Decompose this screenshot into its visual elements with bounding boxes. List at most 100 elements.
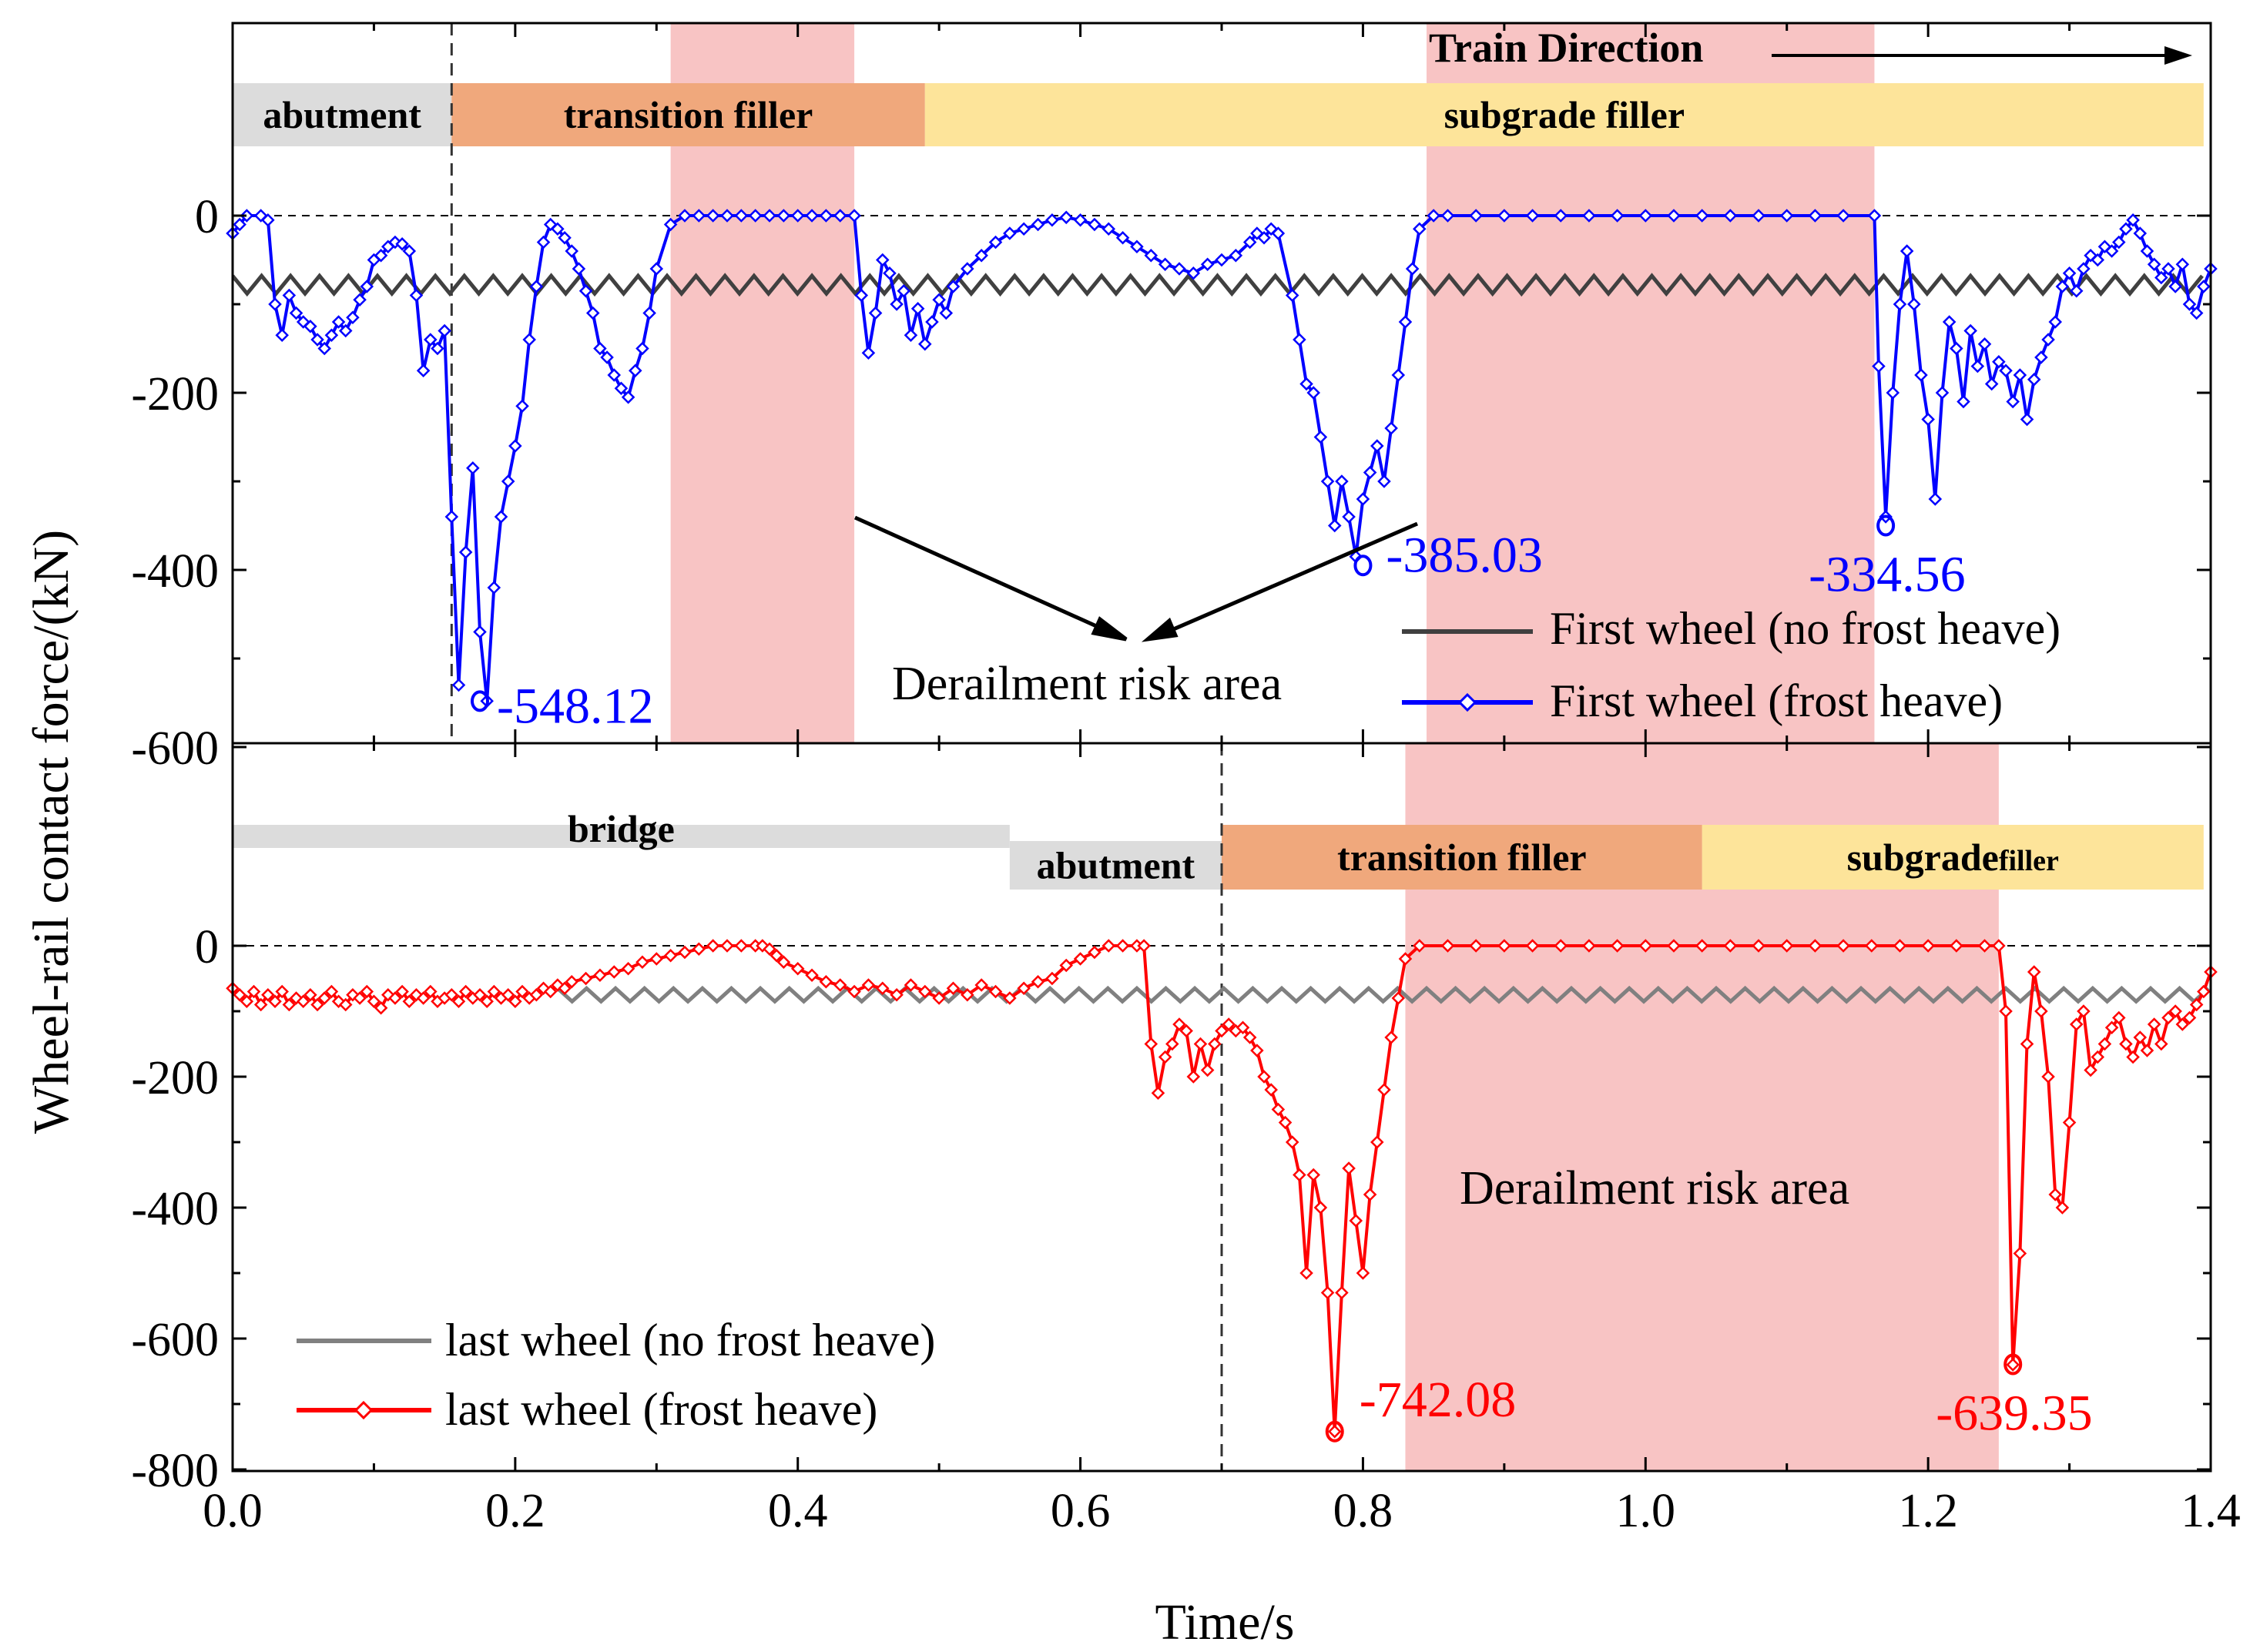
series-marker	[303, 319, 317, 333]
series-marker	[988, 235, 1003, 250]
series-marker	[473, 987, 487, 1002]
y-tick-label: -400	[131, 1183, 219, 1235]
series-marker	[2175, 1017, 2190, 1031]
series-marker	[1285, 1135, 1299, 1149]
annotation-label-1: -742.08	[1360, 1372, 1516, 1428]
series-marker	[2041, 333, 2055, 347]
series-marker	[1101, 939, 1116, 953]
series-marker	[1957, 394, 1970, 409]
series-marker	[2097, 1037, 2112, 1051]
series-marker	[2175, 257, 2190, 272]
series-marker	[734, 209, 749, 223]
series-marker	[2126, 1050, 2140, 1064]
series-marker	[692, 209, 706, 223]
series-marker	[451, 994, 466, 1009]
series-marker	[1836, 209, 1850, 223]
series-marker	[1963, 323, 1977, 338]
series-marker	[2133, 226, 2148, 240]
series-marker	[776, 955, 791, 970]
zone-label-1: bridge	[568, 807, 675, 850]
series-marker	[1299, 1266, 1313, 1280]
series-marker	[2006, 1358, 2020, 1372]
series-marker	[253, 997, 268, 1012]
series-marker	[424, 984, 438, 999]
series-marker	[2006, 394, 2020, 409]
series-marker	[1942, 315, 1957, 329]
series-marker	[805, 209, 819, 223]
series-marker	[833, 209, 847, 223]
series-marker	[374, 1000, 388, 1015]
series-marker	[1186, 266, 1201, 280]
series-marker	[663, 948, 678, 963]
series-marker	[649, 952, 664, 966]
series-marker	[458, 545, 473, 559]
series-marker	[487, 984, 501, 999]
series-marker	[1497, 939, 1511, 953]
series-marker	[1950, 939, 1963, 953]
series-marker	[1999, 364, 2013, 378]
series-marker	[678, 209, 692, 223]
series-marker	[1017, 222, 1031, 236]
series-line-1	[233, 273, 2204, 297]
series-marker	[1752, 209, 1765, 223]
series-marker	[388, 991, 402, 1005]
series-marker	[451, 678, 466, 692]
series-marker	[974, 978, 988, 992]
series-marker	[1440, 209, 1455, 223]
series-marker	[409, 288, 424, 303]
series-marker	[1872, 359, 1886, 374]
series-marker	[861, 346, 876, 360]
series-marker	[1935, 386, 1950, 400]
risk-arrow-left-head	[1091, 616, 1128, 642]
series-marker	[2077, 1004, 2091, 1018]
zone-bar-2	[1009, 841, 1222, 890]
series-marker	[593, 968, 607, 983]
series-marker	[508, 439, 522, 453]
annotation-label-3: -334.56	[1809, 547, 1965, 603]
y-tick-label: 0	[195, 191, 219, 243]
series-marker	[1752, 939, 1765, 953]
series-marker	[1398, 315, 1413, 329]
series-marker	[2104, 244, 2119, 258]
series-marker	[1320, 1285, 1335, 1300]
series-marker	[706, 939, 720, 953]
series-marker	[1992, 939, 2006, 953]
series-marker	[1313, 430, 1328, 444]
series-marker	[1469, 939, 1483, 953]
series-marker	[1229, 248, 1243, 263]
series-marker	[2133, 1030, 2148, 1044]
series-marker	[558, 230, 572, 245]
series-marker	[770, 948, 783, 963]
risk-arrow-right	[1159, 521, 1418, 638]
series-marker	[946, 981, 961, 996]
series-marker	[600, 350, 614, 364]
series-marker	[2013, 1246, 2027, 1261]
series-marker	[346, 310, 360, 325]
series-marker	[395, 984, 409, 999]
series-marker	[1779, 939, 1794, 953]
series-marker	[578, 971, 593, 986]
series-marker	[424, 333, 438, 347]
series-marker	[635, 341, 649, 356]
series-marker	[515, 399, 529, 414]
series-marker	[961, 987, 974, 1002]
series-marker	[2077, 262, 2091, 276]
series-marker	[1327, 1424, 1342, 1439]
series-marker	[1413, 939, 1427, 953]
series-marker	[1356, 1266, 1370, 1280]
series-marker	[932, 991, 946, 1005]
series-marker	[1088, 945, 1101, 960]
series-marker	[1377, 474, 1391, 488]
series-marker	[1900, 244, 1914, 258]
series-marker	[565, 974, 578, 989]
series-marker	[876, 253, 890, 267]
series-marker	[1384, 421, 1398, 435]
series-marker	[374, 248, 388, 263]
series-marker	[621, 961, 635, 976]
x-tick-label: 0.0	[203, 1485, 263, 1537]
series-marker	[1342, 1161, 1356, 1175]
x-tick-label: 1.4	[2181, 1485, 2241, 1537]
annotation-marker-2	[2003, 1353, 2023, 1376]
series-marker	[1469, 209, 1483, 223]
